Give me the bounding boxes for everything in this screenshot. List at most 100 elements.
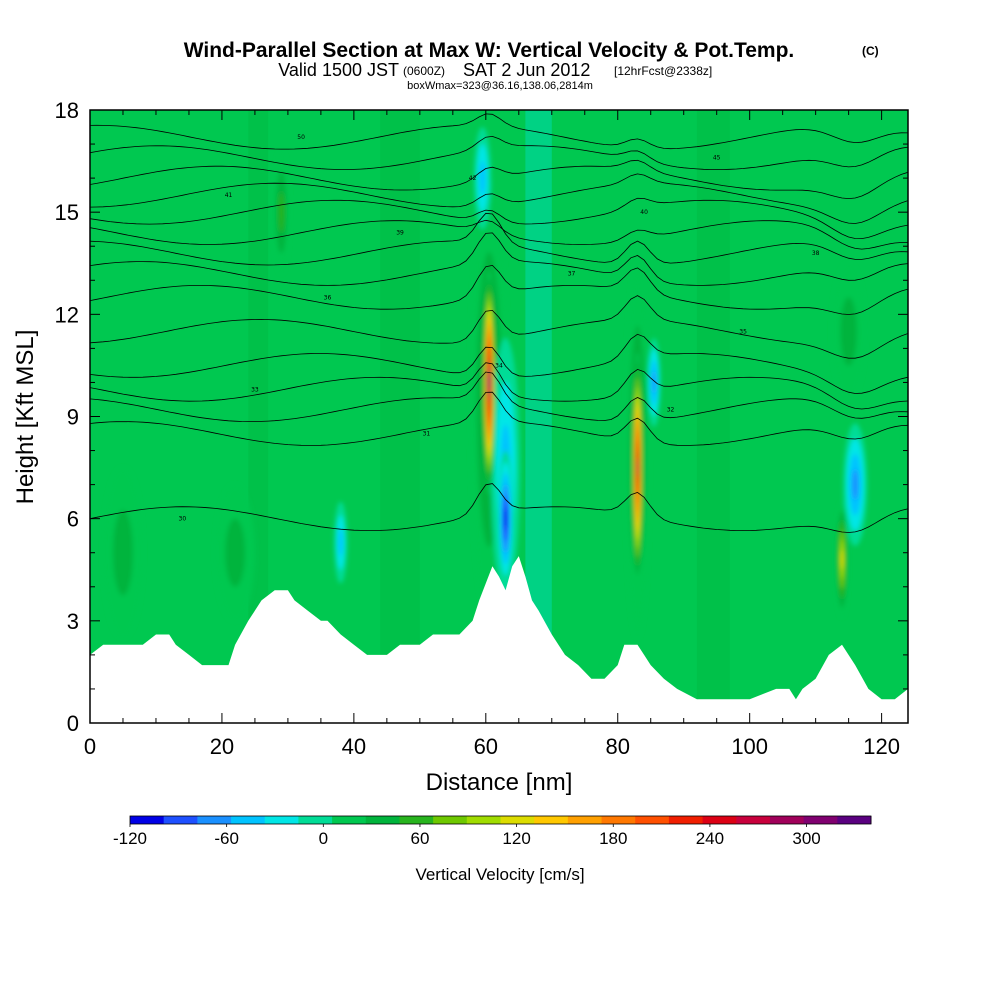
y-tick-labels: 0 3 6 9 12 15 18: [55, 98, 79, 736]
contour-label: 35: [739, 328, 747, 335]
pot-temp-contour: [90, 113, 908, 150]
x-tick-label: 40: [342, 734, 366, 759]
colorbar-tick-label: 240: [696, 829, 724, 848]
pot-temp-contour: [90, 483, 908, 533]
velocity-feature: [278, 191, 284, 233]
x-tick-label: 0: [84, 734, 96, 759]
contour-label: 31: [423, 431, 431, 438]
x-tick-label: 100: [731, 734, 768, 759]
y-tick-label: 12: [55, 302, 79, 327]
x-tick-labels: 0 20 40 60 80 100 120: [84, 734, 900, 759]
colorbar-swatch: [736, 816, 771, 824]
x-tick-label: 120: [863, 734, 900, 759]
colorbar-tick-label: 60: [410, 829, 429, 848]
plot-area: 30 31 32 33 34 35 36 37 38 39 40 41 42 45 50: [90, 110, 908, 723]
velocity-features: [103, 127, 868, 638]
colorbar-swatch: [534, 816, 569, 824]
colorbar-tick-label: 0: [319, 829, 328, 848]
colorbar-tick-label: -120: [113, 829, 147, 848]
pot-temp-contours: 30 31 32 33 34 35 36 37 38 39 40 41 42 45 50: [90, 113, 908, 533]
colorbar-swatch: [399, 816, 434, 824]
colorbar-swatch: [769, 816, 805, 824]
colorbar-swatch: [702, 816, 737, 824]
pot-temp-contour: [90, 232, 908, 286]
velocity-feature: [852, 469, 859, 500]
colorbar-tick-label: 300: [792, 829, 820, 848]
colorbar-swatch: [197, 816, 232, 824]
contour-label: 32: [667, 407, 675, 414]
velocity-feature: [840, 297, 857, 366]
colorbar-swatch: [365, 816, 400, 824]
velocity-band: [380, 110, 420, 723]
colorbar-swatch: [500, 816, 535, 824]
pot-temp-contour: [90, 159, 908, 200]
colorbar-swatch: [433, 816, 468, 824]
pot-temp-contour: [90, 391, 908, 446]
pot-temp-contour: [90, 197, 908, 240]
subtitle-forecast: [12hrFcst@2338z]: [614, 64, 712, 78]
terrain-mask: [90, 556, 908, 723]
y-axis-label: Height [Kft MSL]: [12, 330, 39, 505]
velocity-band: [155, 110, 222, 723]
y-tick-label: 18: [55, 98, 79, 123]
y-tick-label: 3: [67, 609, 79, 634]
colorbar-swatch: [601, 816, 636, 824]
y-tick-label: 9: [67, 405, 79, 430]
y-tick-label: 6: [67, 507, 79, 532]
colorbar: [129, 815, 872, 827]
contour-label: 42: [469, 175, 477, 182]
x-tick-label: 60: [474, 734, 498, 759]
colorbar-swatch: [837, 816, 872, 824]
velocity-feature: [225, 518, 246, 587]
velocity-feature: [636, 458, 640, 477]
chart-title: Wind-Parallel Section at Max W: Vertical…: [184, 39, 795, 62]
contour-label: 36: [324, 294, 332, 301]
pot-temp-contour: [90, 371, 908, 422]
contour-label: 45: [713, 155, 721, 162]
contour-label: 39: [396, 230, 404, 237]
velocity-feature: [479, 161, 486, 196]
contour-label: 37: [568, 270, 576, 277]
x-tick-label: 80: [605, 734, 629, 759]
y-tick-label: 15: [55, 200, 79, 225]
pot-temp-contour: [90, 212, 908, 266]
colorbar-tick-label: 180: [599, 829, 627, 848]
pot-temp-contour: [90, 135, 908, 171]
velocity-band: [696, 110, 730, 723]
colorbar-frame: [129, 815, 872, 825]
pot-temp-contour: [90, 264, 908, 315]
contour-label: 50: [297, 134, 305, 141]
pot-temp-contour: [90, 173, 908, 224]
subtitle-date: SAT 2 Jun 2012: [463, 60, 590, 80]
velocity-feature: [652, 371, 656, 394]
x-axis-label: Distance [nm]: [426, 769, 573, 796]
x-tick-label: 20: [210, 734, 234, 759]
pot-temp-contour: [90, 362, 908, 410]
colorbar-tick-label: -60: [214, 829, 239, 848]
axis-ticks: [89, 109, 908, 724]
velocity-feature: [487, 374, 491, 390]
subtitle-boxwmax: boxWmax=323@36.16,138.06,2814m: [407, 80, 593, 92]
chart-title-mark: (C): [862, 44, 879, 58]
colorbar-swatch: [264, 816, 299, 824]
colorbar-tick-label: 120: [502, 829, 530, 848]
pot-temp-contour: [90, 333, 908, 394]
pot-temp-contour: [90, 219, 908, 250]
colorbar-swatch: [567, 816, 603, 824]
velocity-band: [591, 110, 618, 723]
contour-label: 41: [225, 192, 233, 199]
colorbar-swatch: [298, 816, 333, 824]
colorbar-swatch: [231, 816, 266, 824]
colorbar-swatch: [668, 816, 704, 824]
velocity-feature: [504, 507, 508, 531]
contour-label: 38: [812, 250, 820, 257]
colorbar-swatch: [163, 816, 198, 824]
colorbar-swatch: [803, 816, 838, 824]
y-tick-label: 0: [67, 711, 79, 736]
subtitle-zulu: (0600Z): [403, 64, 445, 78]
contour-label: 33: [251, 386, 259, 393]
colorbar-swatch: [130, 816, 165, 824]
contour-label: 30: [179, 516, 187, 523]
colorbar-label: Vertical Velocity [cm/s]: [415, 865, 584, 884]
